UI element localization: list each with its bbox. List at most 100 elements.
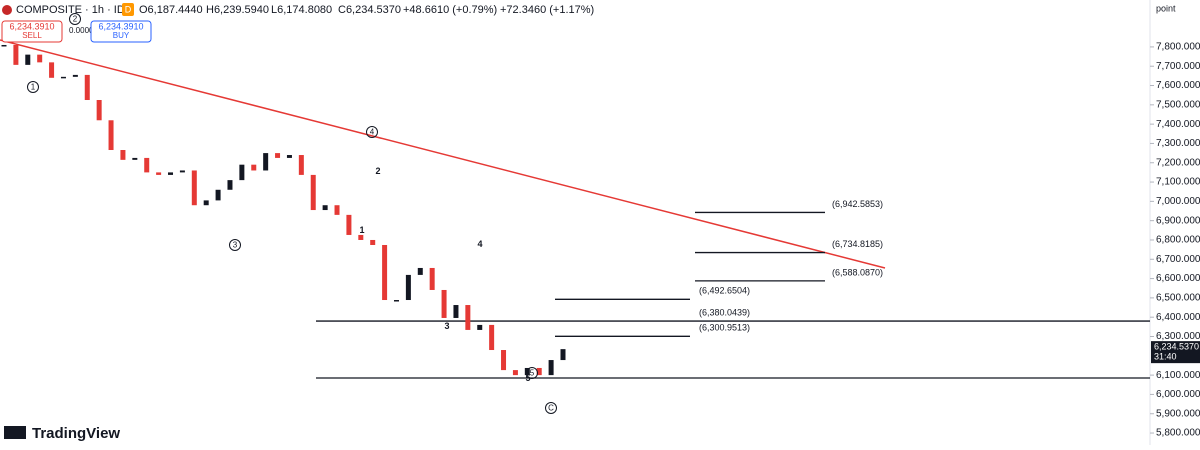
candle: [370, 239, 376, 245]
wave-label: C: [548, 404, 554, 413]
y-tick-label: 6,100.0000: [1156, 370, 1200, 381]
candle: [84, 74, 90, 101]
last-price-tag: [1151, 341, 1200, 364]
level-label: (6,734.8185): [832, 239, 883, 249]
candle: [298, 155, 304, 175]
candle: [465, 305, 471, 330]
candle: [477, 324, 483, 330]
badge: D: [125, 4, 132, 14]
level-label: (6,588.0870): [832, 267, 883, 277]
y-tick-label: 7,600.0000: [1156, 80, 1200, 91]
trend-line: [0, 39, 886, 269]
candle: [548, 360, 554, 376]
candle: [429, 267, 435, 290]
change: +48.6610 (+0.79%): [403, 4, 497, 16]
candle: [286, 155, 292, 158]
candle: [382, 244, 388, 301]
candle: [227, 180, 233, 190]
candle: [120, 150, 126, 160]
buy-price: 6,234.3910: [98, 21, 143, 31]
wave-label: 5: [525, 373, 530, 383]
level-label: (6,300.9513): [699, 323, 750, 333]
level-label: (6,942.5853): [832, 199, 883, 209]
candle: [263, 153, 269, 171]
candle: [275, 153, 281, 158]
wave-label: 4: [477, 239, 482, 249]
wave-label: 2: [375, 166, 380, 176]
wave-label: 2: [73, 15, 78, 24]
wave-circle: [27, 81, 39, 93]
sell-label: SELL: [22, 31, 42, 40]
change-day: +72.3460 (+1.17%): [500, 4, 594, 16]
candle: [441, 289, 447, 318]
candle: [60, 76, 66, 79]
symbol[interactable]: COMPOSITE · 1h · IDX: [16, 4, 133, 16]
y-tick-label: 5,800.0000: [1156, 428, 1200, 439]
y-tick-label: 7,700.0000: [1156, 61, 1200, 72]
wave-circle: [229, 239, 241, 251]
y-tick-label: 6,600.0000: [1156, 273, 1200, 284]
candle: [405, 274, 411, 301]
countdown: 31:40: [1154, 352, 1177, 362]
y-tick-label: 7,300.0000: [1156, 138, 1200, 149]
candle: [358, 234, 364, 240]
y-tick-label: 6,900.0000: [1156, 215, 1200, 226]
sell-price: 6,234.3910: [9, 21, 54, 31]
brand: TradingView: [32, 425, 120, 442]
buy-label: BUY: [113, 31, 130, 40]
buy-button[interactable]: [90, 20, 152, 43]
y-tick-label: 7,400.0000: [1156, 119, 1200, 130]
y-tick-label: 7,000.0000: [1156, 196, 1200, 207]
y-tick-label: 6,800.0000: [1156, 235, 1200, 246]
candle: [179, 170, 185, 173]
candle: [334, 205, 340, 215]
y-tick-label: 5,900.0000: [1156, 408, 1200, 419]
candle: [393, 300, 399, 302]
candle: [560, 349, 566, 361]
y-tick-label: 7,800.0000: [1156, 42, 1200, 53]
candle: [1, 44, 7, 47]
wave-label: 4: [370, 128, 375, 137]
candle: [310, 174, 316, 211]
level-label: (6,380.0439): [699, 307, 750, 317]
candle: [191, 170, 197, 206]
sell-button[interactable]: [1, 20, 63, 43]
candle: [72, 74, 78, 77]
wave-label: 1: [31, 83, 36, 92]
candle: [37, 54, 43, 63]
brand-logo: [4, 426, 26, 439]
candle: [251, 164, 257, 171]
y-tick-label: 7,100.0000: [1156, 177, 1200, 188]
y-tick-label: 6,400.0000: [1156, 312, 1200, 323]
y-tick-label: 7,200.0000: [1156, 157, 1200, 168]
wave-label: 3: [444, 321, 449, 331]
ohlc-close: C6,234.5370: [338, 4, 401, 16]
candle: [536, 367, 542, 376]
wave-label: 5: [530, 369, 535, 378]
level-label: (6,492.6504): [699, 286, 750, 296]
spread: 0.0000: [69, 26, 94, 35]
wave-label: 3: [233, 241, 238, 250]
wave-circle: [526, 367, 538, 379]
y-tick-label: 6,700.0000: [1156, 254, 1200, 265]
candle: [144, 157, 150, 173]
ohlc-open: O6,187.4440: [139, 4, 203, 16]
candle: [346, 214, 352, 235]
candle: [25, 54, 31, 65]
candle: [49, 62, 55, 78]
y-tick-label: 6,500.0000: [1156, 293, 1200, 304]
badge-bg: [122, 3, 134, 16]
wave-label: 1: [359, 225, 364, 235]
wave-circle: [545, 402, 557, 414]
candle: [215, 189, 221, 201]
candle: [453, 305, 459, 318]
candle: [156, 172, 162, 175]
candle: [168, 172, 174, 175]
candle: [417, 267, 423, 275]
candle: [524, 367, 530, 376]
y-tick-label: 6,300.0000: [1156, 331, 1200, 342]
y-tick-label: 7,500.0000: [1156, 99, 1200, 110]
symbol-icon: [2, 5, 12, 15]
candle: [489, 324, 495, 351]
